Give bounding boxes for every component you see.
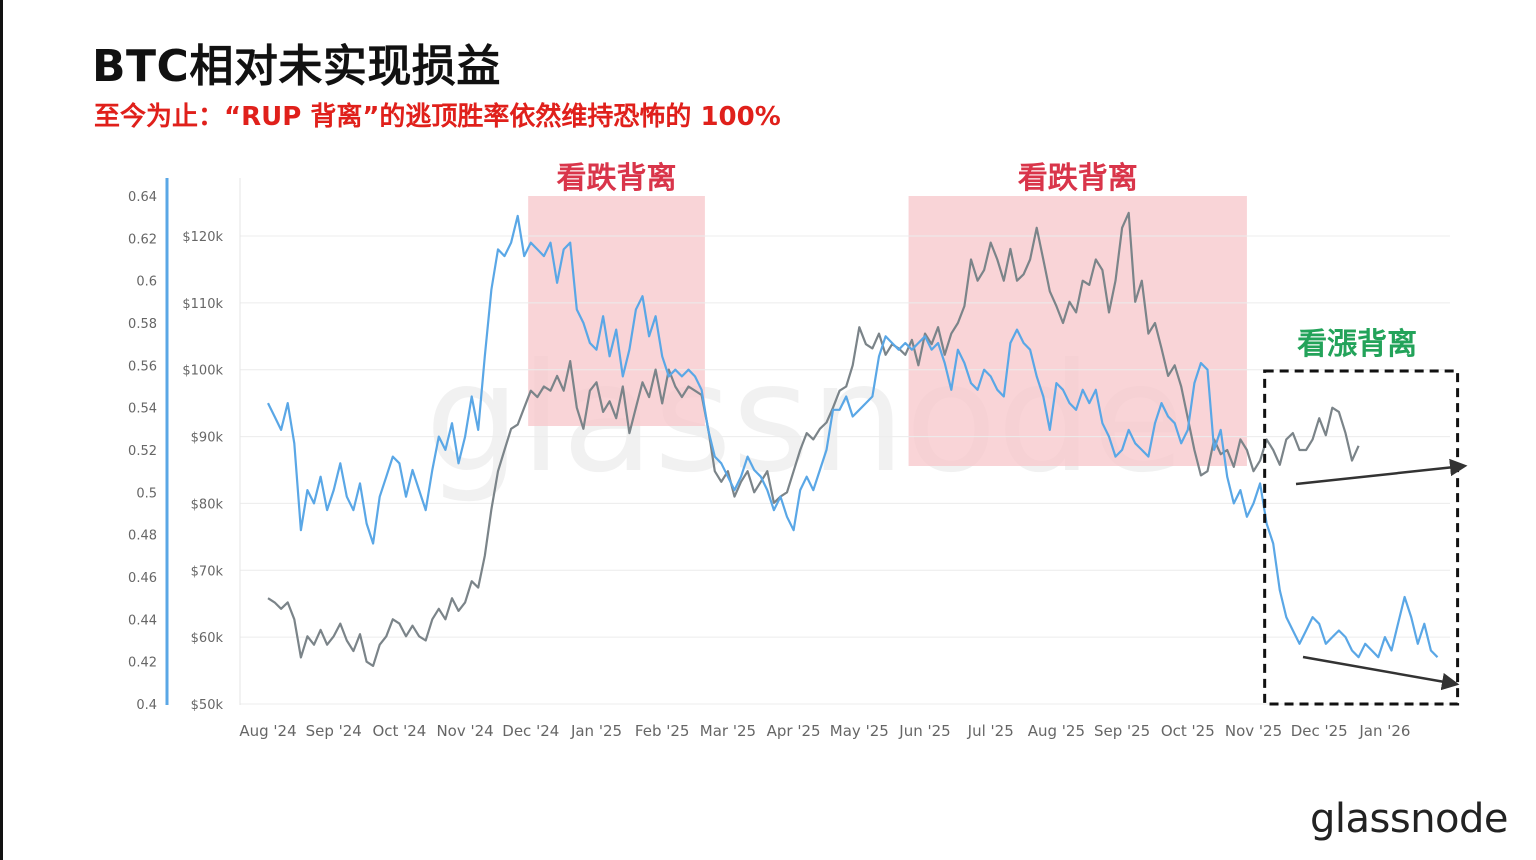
page-subtitle: 至今为止：“RUP 背离”的逃顶胜率依然维持恐怖的 100% bbox=[94, 102, 781, 132]
month-tick-label: Jun '25 bbox=[898, 722, 950, 740]
month-tick-label: Sep '25 bbox=[1094, 722, 1150, 740]
rup-line bbox=[267, 211, 1360, 667]
rup-tick-label: 0.44 bbox=[128, 613, 157, 628]
month-tick-label: Feb '25 bbox=[635, 722, 690, 740]
price-tick-label: $80k bbox=[191, 497, 224, 512]
month-tick-label: Jul '25 bbox=[967, 722, 1014, 740]
rup-tick-label: 0.52 bbox=[128, 444, 157, 459]
rup-tick-label: 0.5 bbox=[136, 486, 157, 501]
month-tick-label: Aug '25 bbox=[1028, 722, 1085, 740]
month-tick-label: Oct '25 bbox=[1161, 722, 1215, 740]
rup-tick-label: 0.62 bbox=[128, 232, 157, 247]
left-edge-rule bbox=[0, 0, 3, 860]
rup-tick-label: 0.4 bbox=[136, 698, 157, 713]
rup-tick-label: 0.56 bbox=[128, 359, 157, 374]
month-tick-label: Oct '24 bbox=[372, 722, 426, 740]
rup-tick-label: 0.42 bbox=[128, 656, 157, 671]
month-tick-label: Apr '25 bbox=[767, 722, 821, 740]
price-axis-ticks: $120k $110k $100k $90k $80k $70k $60k $50k bbox=[182, 230, 223, 713]
month-tick-label: Nov '25 bbox=[1225, 722, 1282, 740]
page-title: BTC相对未实现损益 bbox=[92, 41, 501, 92]
month-tick-label: Jan '25 bbox=[570, 722, 622, 740]
rup-axis-ticks: 0.64 0.62 0.6 0.58 0.56 0.54 0.52 0.5 0.48 0.46 0.… bbox=[128, 190, 157, 713]
price-tick-label: $60k bbox=[191, 631, 224, 646]
month-tick-label: Dec '24 bbox=[502, 722, 559, 740]
series-lines bbox=[267, 211, 1439, 667]
rup-tick-label: 0.48 bbox=[128, 529, 157, 544]
grid-lines bbox=[240, 235, 1450, 705]
price-tick-label: $120k bbox=[182, 230, 223, 245]
rup-tick-label: 0.64 bbox=[128, 190, 157, 205]
price-tick-label: $90k bbox=[191, 431, 224, 446]
rup-tick-label: 0.6 bbox=[136, 275, 157, 290]
glassnode-logo: glassnode bbox=[1310, 796, 1509, 842]
month-axis-ticks: Aug '24 Sep '24 Oct '24 Nov '24 Dec '24 Jan '… bbox=[239, 722, 1410, 740]
bullish-divergence-box bbox=[1263, 369, 1460, 706]
rup-tick-label: 0.46 bbox=[128, 571, 157, 586]
bullish-label: 看漲背离 bbox=[1297, 327, 1417, 362]
rup-tick-label: 0.54 bbox=[128, 402, 157, 417]
month-tick-label: Dec '25 bbox=[1291, 722, 1348, 740]
btc-price-line bbox=[267, 214, 1439, 659]
month-tick-label: Sep '24 bbox=[306, 722, 362, 740]
price-tick-label: $50k bbox=[191, 698, 224, 713]
rup-tick-label: 0.58 bbox=[128, 317, 157, 332]
price-tick-label: $100k bbox=[182, 364, 223, 379]
price-tick-label: $70k bbox=[191, 564, 224, 579]
bearish-label-1: 看跌背离 bbox=[1018, 161, 1138, 196]
month-tick-label: Jan '26 bbox=[1358, 722, 1410, 740]
divergence-regions bbox=[528, 196, 1247, 466]
month-tick-label: Mar '25 bbox=[700, 722, 756, 740]
rup-up-trend-arrow bbox=[1295, 458, 1468, 486]
bearish-label-0: 看跌背离 bbox=[557, 161, 677, 196]
month-tick-label: Nov '24 bbox=[436, 722, 493, 740]
month-tick-label: Aug '24 bbox=[239, 722, 296, 740]
month-tick-label: May '25 bbox=[830, 722, 889, 740]
bearish-region-1 bbox=[908, 196, 1247, 466]
price-tick-label: $110k bbox=[182, 297, 223, 312]
price-down-trend-arrow bbox=[1302, 655, 1460, 691]
